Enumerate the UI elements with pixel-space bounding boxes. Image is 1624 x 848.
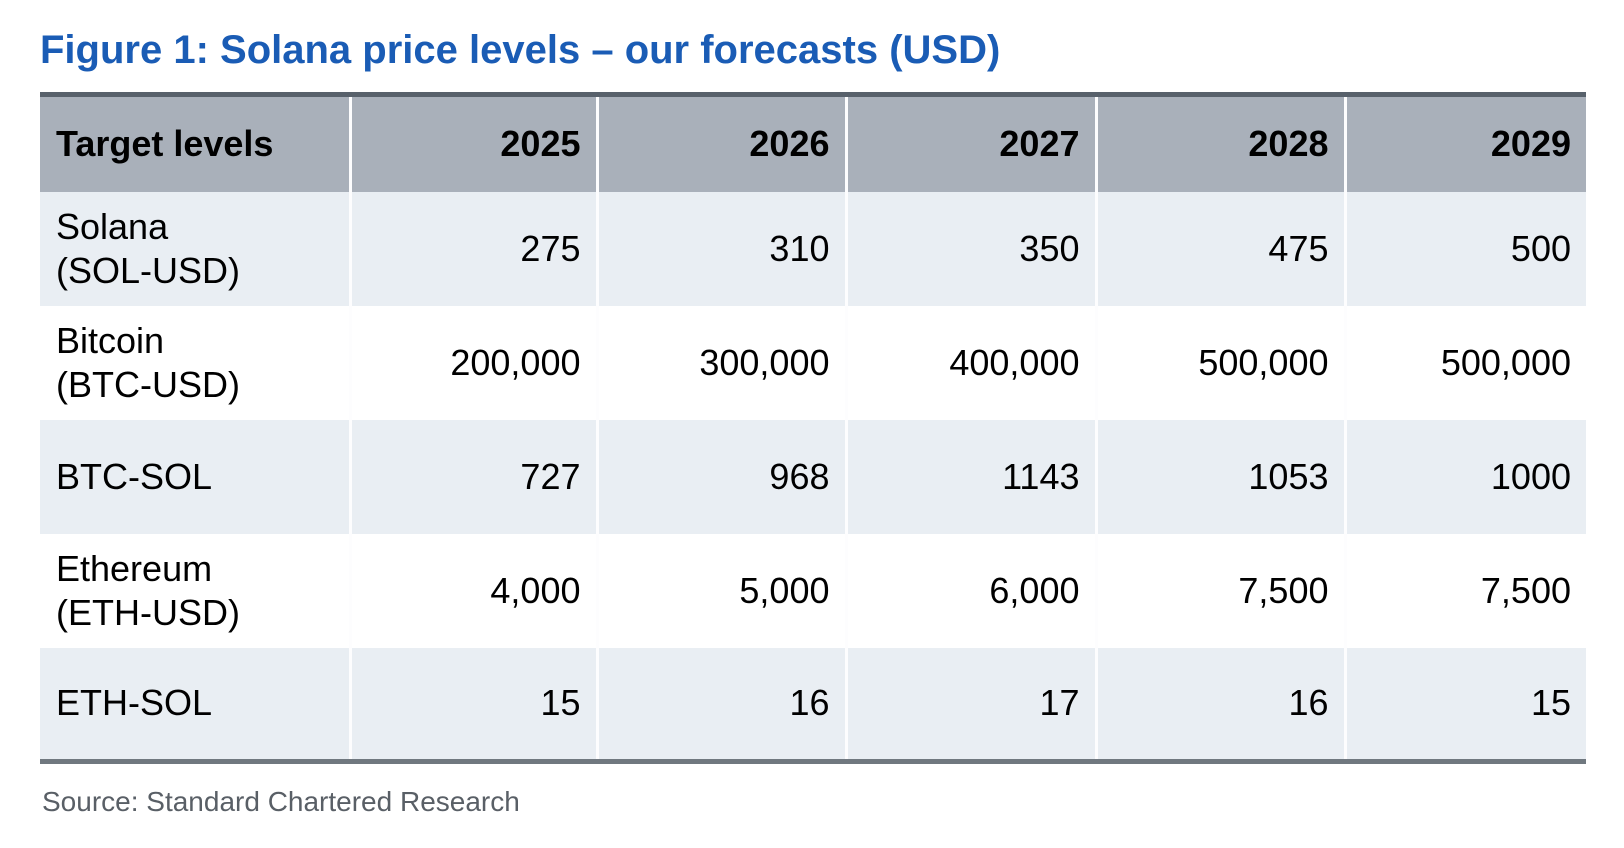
source-note: Source: Standard Chartered Research	[42, 786, 520, 817]
row-label-solana: Solana (SOL-USD)	[40, 191, 350, 306]
row-label-bitcoin: Bitcoin (BTC-USD)	[40, 305, 350, 420]
row-label-ethereum: Ethereum (ETH-USD)	[40, 533, 350, 648]
cell-ethereum-2025: 4,000	[348, 533, 597, 648]
header-row: Target levels 2025 2026 2027 2028 2029	[40, 94, 1586, 192]
row-label-line1: ETH-SOL	[56, 682, 213, 724]
row-label-line1: Bitcoin	[56, 319, 165, 361]
table-row-solana: Solana (SOL-USD) 275 310 350 475 500	[40, 191, 1586, 306]
cell-btc-sol-2027: 1143	[844, 419, 1096, 534]
table-row-bitcoin: Bitcoin (BTC-USD) 200,000 300,000 400,00…	[40, 305, 1586, 420]
cell-eth-sol-2027: 17	[844, 647, 1096, 762]
column-header-target-levels: Target levels	[40, 94, 350, 192]
row-label-line1: Ethereum	[56, 547, 213, 589]
cell-solana-2029: 500	[1343, 191, 1586, 306]
cell-ethereum-2028: 7,500	[1094, 533, 1345, 648]
cell-btc-sol-2029: 1000	[1343, 419, 1586, 534]
table-row-ethereum: Ethereum (ETH-USD) 4,000 5,000 6,000 7,5…	[40, 533, 1586, 648]
table-row-eth-sol: ETH-SOL 15 16 17 16 15	[40, 647, 1586, 762]
figure-title: Figure 1: Solana price levels – our fore…	[40, 28, 1001, 72]
cell-solana-2026: 310	[595, 191, 846, 306]
cell-bitcoin-2027: 400,000	[844, 305, 1096, 420]
row-label-line1: BTC-SOL	[56, 455, 213, 497]
row-label-eth-sol: ETH-SOL	[40, 647, 350, 762]
cell-bitcoin-2028: 500,000	[1094, 305, 1345, 420]
column-header-2029: 2029	[1343, 94, 1586, 192]
cell-eth-sol-2028: 16	[1094, 647, 1345, 762]
cell-bitcoin-2025: 200,000	[348, 305, 597, 420]
cell-ethereum-2029: 7,500	[1343, 533, 1586, 648]
cell-solana-2028: 475	[1094, 191, 1345, 306]
cell-btc-sol-2028: 1053	[1094, 419, 1345, 534]
cell-bitcoin-2026: 300,000	[595, 305, 846, 420]
column-header-2027: 2027	[844, 94, 1096, 192]
cell-btc-sol-2026: 968	[595, 419, 846, 534]
column-header-2028: 2028	[1094, 94, 1345, 192]
cell-bitcoin-2029: 500,000	[1343, 305, 1586, 420]
row-label-btc-sol: BTC-SOL	[40, 419, 350, 534]
cell-ethereum-2026: 5,000	[595, 533, 846, 648]
cell-eth-sol-2026: 16	[595, 647, 846, 762]
cell-eth-sol-2029: 15	[1343, 647, 1586, 762]
cell-solana-2027: 350	[844, 191, 1096, 306]
row-label-line1: Solana	[56, 205, 169, 247]
cell-solana-2025: 275	[348, 191, 597, 306]
cell-btc-sol-2025: 727	[348, 419, 597, 534]
row-label-line2: (BTC-USD)	[56, 363, 240, 405]
row-label-line2: (ETH-USD)	[56, 591, 240, 633]
cell-eth-sol-2025: 15	[348, 647, 597, 762]
column-header-2026: 2026	[595, 94, 846, 192]
forecast-table-container: Target levels 2025 2026 2027 2028 2029 S…	[40, 92, 1586, 764]
table-row-btc-sol: BTC-SOL 727 968 1143 1053 1000	[40, 419, 1586, 534]
forecast-table: Target levels 2025 2026 2027 2028 2029 S…	[40, 92, 1586, 764]
cell-ethereum-2027: 6,000	[844, 533, 1096, 648]
row-label-line2: (SOL-USD)	[56, 249, 241, 291]
column-header-2025: 2025	[348, 94, 597, 192]
